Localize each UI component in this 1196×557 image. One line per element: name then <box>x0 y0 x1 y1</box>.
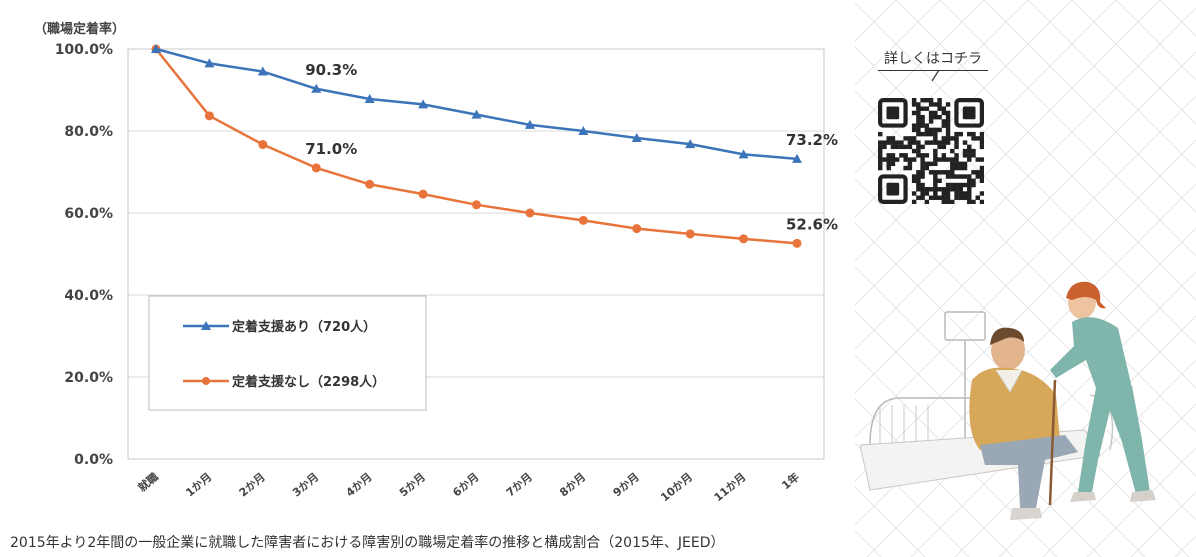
legend-box <box>148 295 427 411</box>
data-point-circle <box>365 179 375 189</box>
x-tick-label: 6か月 <box>450 470 481 499</box>
data-label: 52.6% <box>786 215 838 233</box>
data-point-triangle <box>311 83 322 93</box>
x-tick-label: 10か月 <box>658 470 695 504</box>
y-tick-label: 100.0% <box>55 42 113 58</box>
data-point-circle <box>311 163 321 173</box>
data-point-triangle <box>418 99 429 109</box>
x-tick-label: 2か月 <box>237 470 268 499</box>
qr-divider <box>878 70 988 71</box>
data-point-triangle <box>364 94 375 104</box>
x-tick-label: 5か月 <box>397 470 428 499</box>
data-point-triangle <box>738 149 749 159</box>
series-line <box>155 47 798 161</box>
data-point-circle <box>792 238 802 248</box>
x-tick-label: 4か月 <box>344 470 375 499</box>
legend-label-without-support: 定着支援なし（2298人） <box>231 374 385 390</box>
x-tick-label: 9か月 <box>611 470 642 499</box>
data-point-circle <box>632 224 642 234</box>
data-point-circle <box>204 111 214 121</box>
x-tick-label: 3か月 <box>290 470 321 499</box>
data-point-triangle <box>204 58 215 68</box>
legend-label-with-support: 定着支援あり（720人） <box>231 319 376 335</box>
legend-marker-triangle <box>201 321 211 330</box>
x-tick-label: 就職 <box>135 470 161 495</box>
y-axis-title: （職場定着率） <box>34 21 125 37</box>
data-point-circle <box>739 234 749 244</box>
y-tick-labels: 100.0% 80.0% 60.0% 40.0% 20.0% 0.0% <box>55 42 113 468</box>
legend-marker-circle <box>202 377 210 385</box>
speech-tick-icon <box>931 70 940 82</box>
data-label: 73.2% <box>786 131 838 149</box>
y-tick-label: 20.0% <box>64 370 113 386</box>
data-label: 90.3% <box>305 61 357 79</box>
x-tick-label: 11か月 <box>712 470 749 504</box>
qr-label: 詳しくはコチラ <box>884 51 982 67</box>
figure-caption: 2015年より2年間の一般企業に就職した障害者における障害別の職場定着率の推移と… <box>10 535 725 551</box>
y-tick-label: 0.0% <box>74 452 113 468</box>
data-point-triangle <box>471 109 482 119</box>
data-point-triangle <box>524 119 535 129</box>
line-chart: （職場定着率） 100.0% 80.0% 60.0% 40.0% 20.0% 0.0% 就… <box>34 21 838 505</box>
x-tick-label: 1か月 <box>183 470 214 499</box>
series-layer <box>151 44 802 248</box>
data-point-triangle <box>578 126 589 135</box>
data-point-triangle <box>257 66 268 76</box>
x-tick-label: 8か月 <box>557 470 588 499</box>
caregiver-helping-elderly-man-illustration <box>860 281 1156 520</box>
data-point-triangle <box>792 153 802 163</box>
data-point-circle <box>472 200 481 210</box>
data-point-triangle <box>631 132 642 142</box>
y-tick-label: 40.0% <box>64 288 113 304</box>
data-point-circle <box>578 215 588 225</box>
x-tick-label: 7か月 <box>504 470 535 499</box>
annotations: 90.3% 73.2% 71.0% 52.6% <box>305 61 838 234</box>
data-point-triangle <box>685 139 696 149</box>
y-tick-label: 60.0% <box>64 206 113 222</box>
y-tick-label: 80.0% <box>64 124 113 140</box>
data-point-triangle <box>151 44 161 53</box>
x-tick-label: 1年 <box>779 470 802 493</box>
plot-area-border <box>127 48 825 460</box>
data-point-circle <box>418 189 428 199</box>
qr-code-icon[interactable] <box>878 98 984 204</box>
legend: 定着支援あり（720人） 定着支援なし（2298人） <box>148 295 427 411</box>
data-label: 71.0% <box>305 140 357 158</box>
data-point-circle <box>525 208 535 218</box>
x-tick-labels: 就職 1か月 2か月 3か月 4か月 5か月 6か月 7か月 8か月 9か月 10か月 11か月 1年 <box>135 470 802 505</box>
data-point-circle <box>685 229 695 239</box>
data-point-circle <box>258 140 268 150</box>
